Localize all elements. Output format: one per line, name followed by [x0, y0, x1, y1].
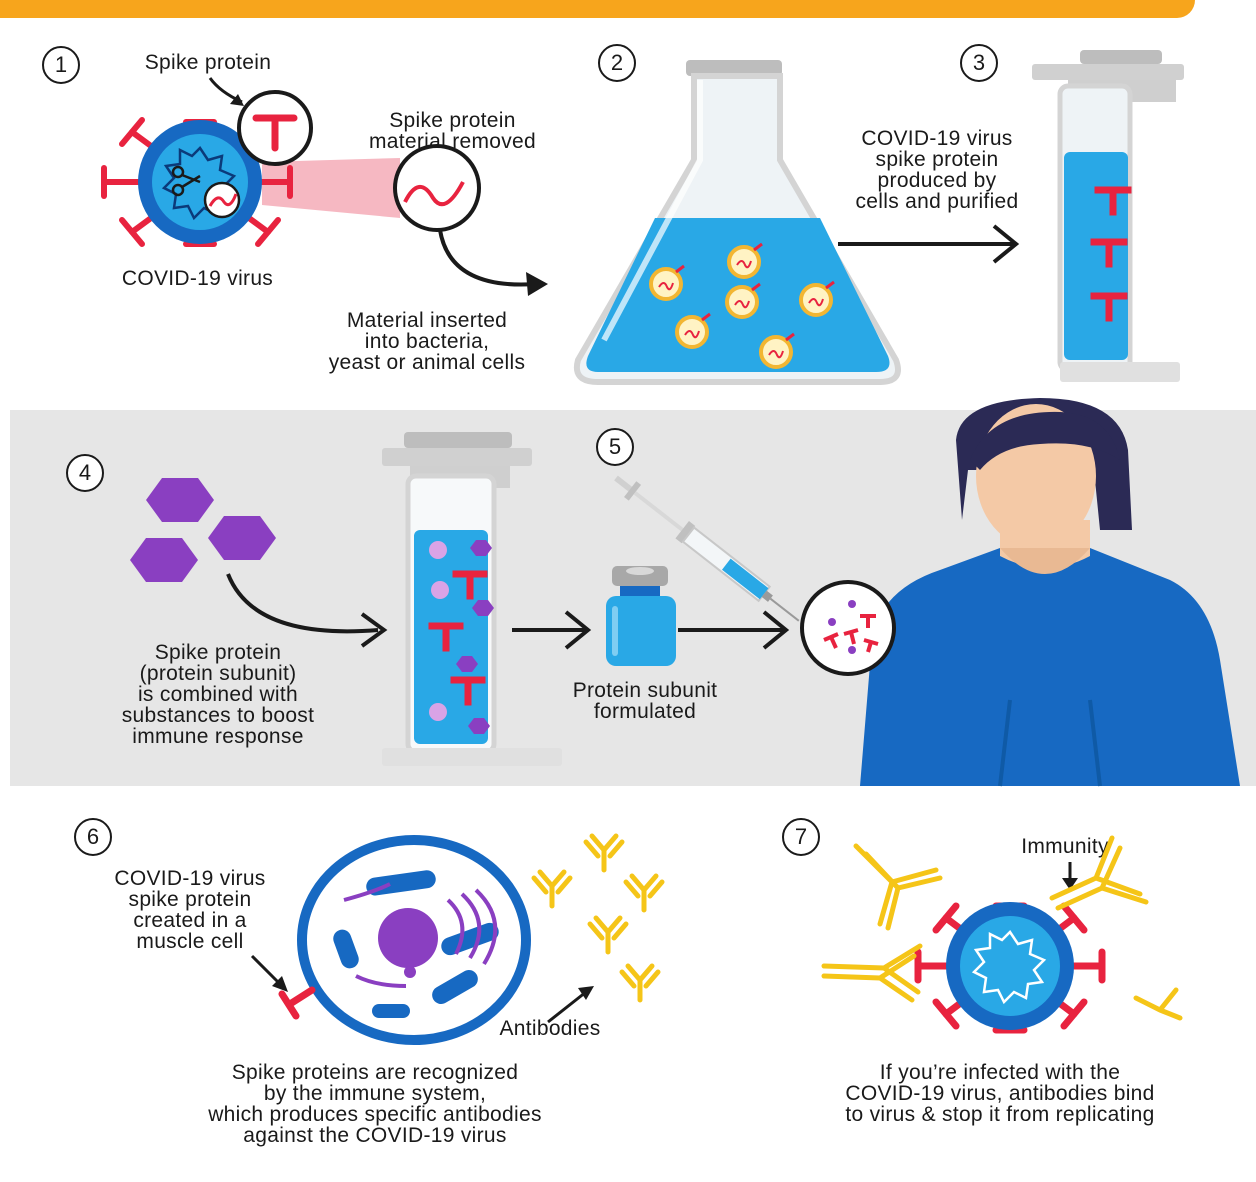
step-4-label: Spike protein (protein subunit) is combi…: [121, 641, 315, 748]
step-6-cell-label: COVID-19 virus spike protein created in …: [114, 867, 266, 953]
step-7-illustration: [821, 835, 1183, 1034]
step-6-caption: Spike proteins are recognized by the imm…: [208, 1061, 542, 1147]
accent-bar: [0, 0, 1195, 18]
step-3-tube-illustration: [1032, 50, 1184, 382]
step-6-number: 6: [74, 818, 112, 856]
step-2-flask-illustration: [574, 60, 1020, 385]
step-4-number: 4: [66, 454, 104, 492]
antibodies-group: [531, 833, 665, 1003]
syringe-icon: [614, 475, 800, 622]
step-2-number: 2: [598, 44, 636, 82]
scissors-icon: [171, 165, 201, 197]
tube-spike-proteins: [1090, 186, 1132, 322]
step-5-illustration: [606, 475, 800, 666]
step-6-illustration: [250, 833, 665, 1045]
cells-in-flask: [649, 242, 835, 369]
step-3-number: 3: [960, 44, 998, 82]
step-5-number: 5: [596, 428, 634, 466]
person-illustration: [800, 398, 1240, 787]
step-7-number: 7: [782, 818, 820, 856]
step-7-caption: If you’re infected with the COVID-19 vir…: [845, 1061, 1155, 1126]
step-3-label: COVID-19 virus spike protein produced by…: [855, 127, 1019, 213]
step-1-inserted-label: Material inserted into bacteria, yeast o…: [328, 309, 526, 374]
binding-antibodies: [821, 835, 1183, 1021]
tube-mixture: [428, 540, 494, 734]
step-4-illustration: [130, 432, 592, 755]
adjuvant-hexagons: [130, 478, 276, 582]
injection-site-contents: [823, 600, 879, 654]
step-1-number: 1: [42, 46, 80, 84]
step-5-label: Protein subunit formulated: [572, 679, 718, 723]
step-6-antibodies-label: Antibodies: [499, 1017, 601, 1040]
step-7-immunity-label: Immunity: [1021, 835, 1109, 858]
step-1-virus-illustration: [101, 77, 548, 296]
step-1-spike-label: Spike protein: [144, 51, 272, 74]
step-1-virus-label: COVID-19 virus: [121, 267, 274, 290]
